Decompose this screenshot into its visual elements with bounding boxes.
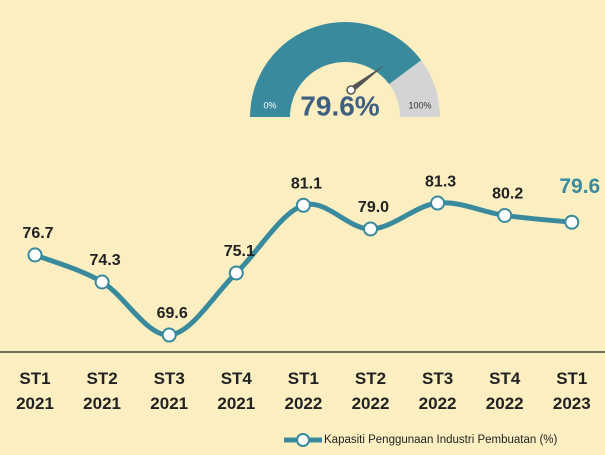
data-label: 74.3 (90, 252, 121, 269)
x-tick-label-line: ST2 (87, 369, 118, 388)
gauge-needle (349, 64, 385, 93)
x-tick-label-line: ST4 (489, 369, 521, 388)
gauge-track (389, 60, 440, 117)
point (363, 221, 378, 237)
x-tick-label-line: 2022 (486, 394, 524, 413)
data-label: 79.0 (358, 199, 389, 216)
x-tick-label: ST3 2021 (150, 369, 188, 413)
point (161, 327, 177, 343)
x-tick-label-line: ST4 (221, 369, 253, 388)
data-label: 80.2 (492, 186, 523, 203)
point (497, 207, 513, 223)
x-tick-label-line: 2023 (553, 394, 591, 413)
x-tick-label: ST1 2021 (16, 369, 54, 413)
data-label: 69.6 (157, 305, 188, 322)
x-tick-label-line: 2021 (83, 394, 121, 413)
x-tick-label: ST2 2021 (83, 369, 121, 413)
point (430, 195, 446, 211)
x-tick-label-line: 2022 (284, 394, 322, 413)
x-tick-label-line: 2021 (217, 394, 255, 413)
x-tick-label-line: ST1 (19, 369, 50, 388)
point (564, 214, 580, 230)
x-tick-label: ST4 2021 (217, 369, 255, 413)
x-tick-label: ST3 2022 (419, 369, 457, 413)
point (94, 274, 110, 290)
gauge-value-label: 79.6% (300, 90, 379, 121)
x-tick-label-line: ST3 (422, 369, 453, 388)
point (295, 197, 311, 213)
x-tick-label-line: ST3 (154, 369, 185, 388)
x-tick-label: ST1 2022 (284, 369, 322, 413)
legend-marker (296, 433, 310, 447)
legend-label: Kapasiti Penggunaan Industri Pembuatan (… (324, 434, 558, 446)
data-label: 81.1 (291, 176, 322, 193)
gauge-tick-label: 0% (263, 100, 276, 110)
x-tick-label-line: 2021 (16, 394, 54, 413)
x-tick-label-line: 2022 (352, 394, 390, 413)
x-tick-label: ST4 2022 (486, 369, 524, 413)
x-tick-label: ST1 2023 (553, 369, 591, 413)
gauge-hub (346, 85, 356, 95)
x-tick-label-line: ST2 (355, 369, 386, 388)
x-tick-label-line: 2021 (150, 394, 188, 413)
x-tick-label-line: ST1 (288, 369, 319, 388)
x-tick-label: ST2 2022 (352, 369, 390, 413)
data-label: 75.1 (224, 243, 255, 260)
x-tick-label-line: 2022 (419, 394, 457, 413)
gauge-fill (250, 22, 422, 117)
point (228, 265, 244, 281)
point (27, 247, 43, 263)
gauge-tick-label: 100% (408, 100, 431, 110)
data-label: 76.7 (22, 225, 53, 242)
data-label: 79.6 (559, 175, 600, 198)
data-label: 81.3 (425, 173, 456, 190)
x-tick-label-line: ST1 (556, 369, 587, 388)
